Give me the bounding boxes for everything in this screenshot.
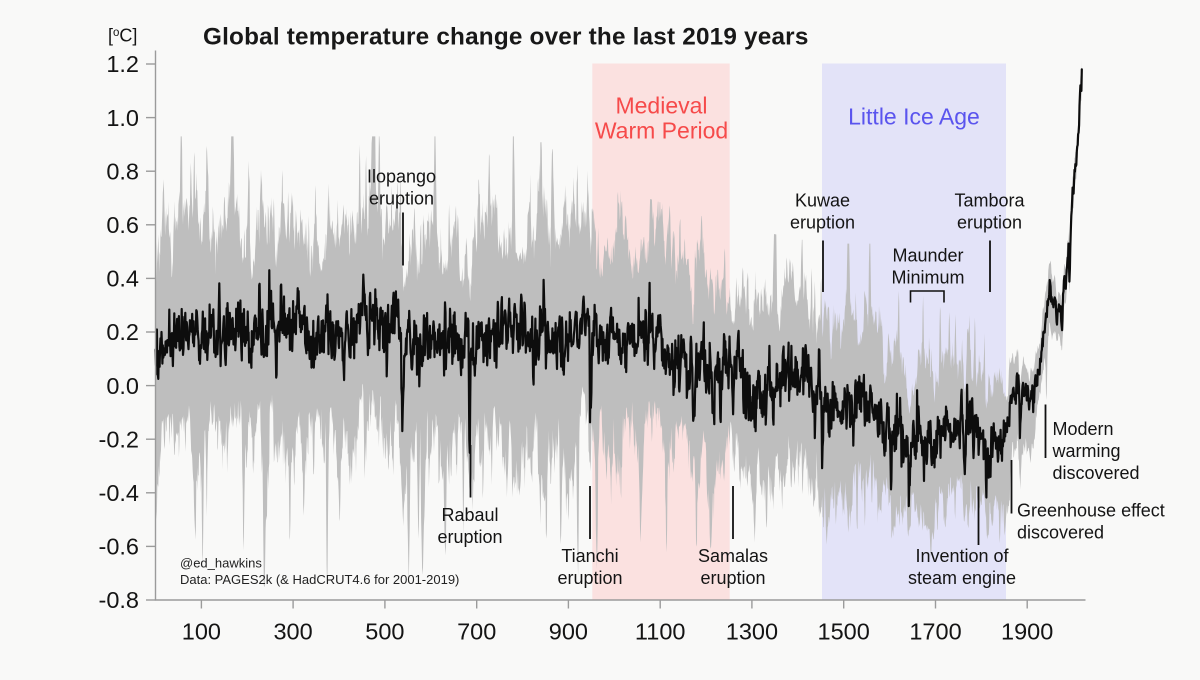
svg-text:1.0: 1.0 — [106, 105, 139, 131]
svg-text:900: 900 — [549, 619, 588, 645]
svg-text:1900: 1900 — [1001, 619, 1053, 645]
svg-text:[oC]: [oC] — [108, 26, 137, 46]
svg-text:1300: 1300 — [726, 619, 778, 645]
svg-text:Tianchi: Tianchi — [561, 546, 618, 566]
svg-text:1100: 1100 — [635, 619, 686, 645]
svg-text:1500: 1500 — [818, 619, 870, 645]
svg-text:-0.2: -0.2 — [99, 426, 140, 452]
svg-text:Medieval: Medieval — [615, 93, 707, 119]
svg-text:Samalas: Samalas — [698, 546, 768, 566]
svg-text:-0.6: -0.6 — [99, 534, 140, 560]
svg-text:eruption: eruption — [700, 568, 765, 588]
svg-text:Data: PAGES2k (& HadCRUT4.6 fo: Data: PAGES2k (& HadCRUT4.6 for 2001-201… — [180, 572, 459, 587]
svg-text:-0.4: -0.4 — [99, 480, 140, 506]
svg-text:Greenhouse effect: Greenhouse effect — [1017, 501, 1165, 521]
svg-text:warming: warming — [1052, 441, 1121, 461]
svg-text:Little Ice Age: Little Ice Age — [848, 104, 980, 130]
svg-text:500: 500 — [365, 619, 404, 645]
svg-text:@ed_hawkins: @ed_hawkins — [180, 556, 262, 571]
svg-text:0.0: 0.0 — [106, 373, 139, 399]
svg-text:Tambora: Tambora — [954, 191, 1025, 211]
svg-text:100: 100 — [182, 619, 221, 645]
svg-text:Warm Period: Warm Period — [595, 118, 728, 144]
svg-text:discovered: discovered — [1053, 463, 1140, 483]
svg-text:0.2: 0.2 — [106, 319, 139, 345]
svg-text:eruption: eruption — [369, 189, 434, 209]
svg-text:discovered: discovered — [1017, 523, 1104, 543]
svg-text:Ilopango: Ilopango — [367, 167, 436, 187]
svg-text:0.8: 0.8 — [106, 158, 139, 184]
svg-text:Kuwae: Kuwae — [795, 191, 850, 211]
svg-text:eruption: eruption — [957, 213, 1022, 233]
svg-text:Global temperature change over: Global temperature change over the last … — [203, 24, 809, 51]
svg-text:Invention of: Invention of — [915, 546, 1009, 566]
svg-text:eruption: eruption — [437, 527, 502, 547]
svg-text:700: 700 — [457, 619, 496, 645]
svg-text:-0.8: -0.8 — [99, 587, 140, 613]
svg-text:eruption: eruption — [557, 568, 622, 588]
svg-text:Minimum: Minimum — [891, 268, 964, 288]
svg-text:steam engine: steam engine — [908, 568, 1016, 588]
svg-text:1700: 1700 — [909, 619, 961, 645]
svg-text:0.4: 0.4 — [106, 266, 139, 292]
svg-text:0.6: 0.6 — [106, 212, 139, 238]
svg-text:Maunder: Maunder — [892, 246, 963, 266]
svg-text:300: 300 — [273, 619, 312, 645]
svg-text:Rabaul: Rabaul — [441, 505, 498, 525]
svg-text:Modern: Modern — [1053, 419, 1114, 439]
svg-text:1.2: 1.2 — [106, 51, 139, 77]
svg-text:eruption: eruption — [790, 213, 855, 233]
